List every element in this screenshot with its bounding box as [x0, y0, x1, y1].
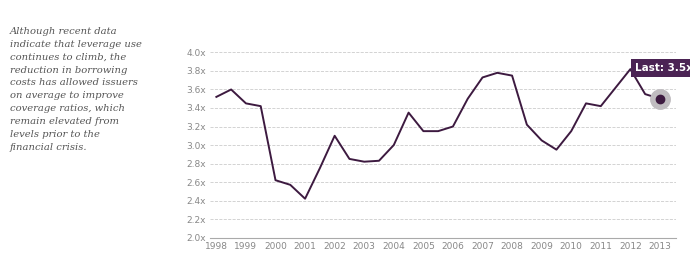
Text: Although recent data
indicate that leverage use
continues to climb, the
reductio: Although recent data indicate that lever… — [10, 27, 141, 152]
Text: HISTORICAL HIGH YIELD COVERAGE RATIOS: HISTORICAL HIGH YIELD COVERAGE RATIOS — [219, 22, 473, 32]
Text: Last: 3.5x: Last: 3.5x — [635, 63, 690, 73]
